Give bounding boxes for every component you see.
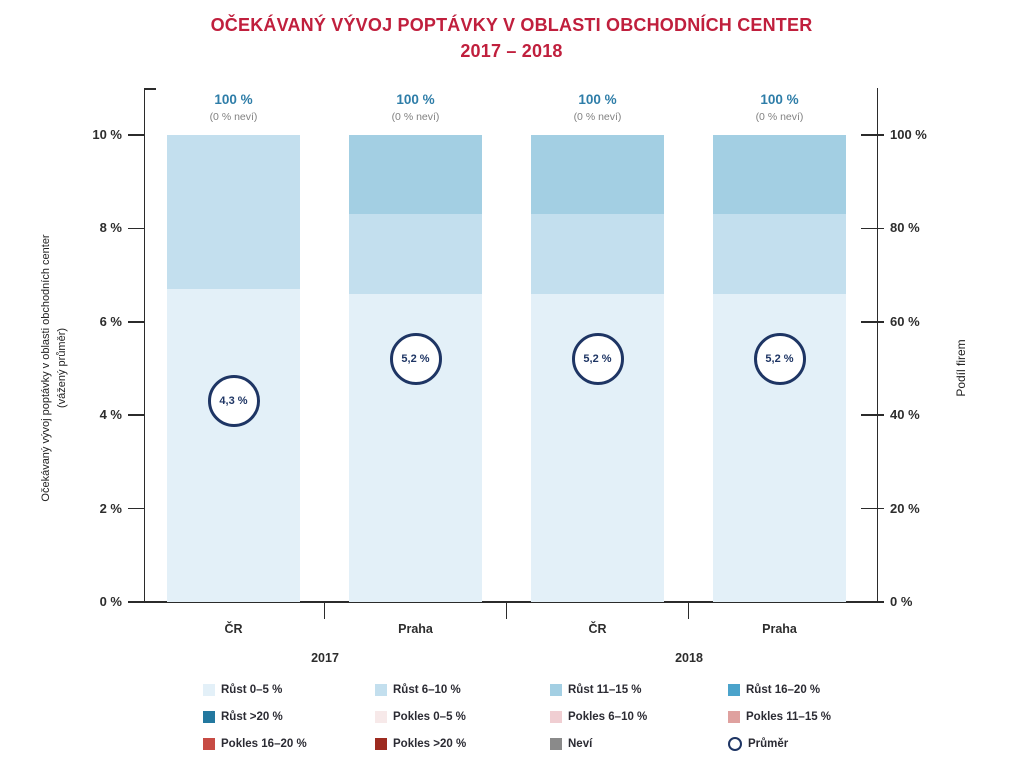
right-axis-tick [861, 321, 884, 323]
bar-segment-r-st-0-5 [167, 289, 300, 602]
group-label-2018: 2018 [675, 651, 703, 665]
bar-note-label: (0 % neví) [755, 111, 804, 123]
left-axis-tick [128, 507, 144, 510]
category-label: ČR [588, 622, 607, 636]
left-axis-tick-label: 2 % [99, 500, 122, 516]
category-label: Praha [762, 622, 797, 636]
bar-segment-r-st-6-10 [713, 214, 846, 294]
right-axis-tick [861, 601, 884, 603]
chart-title-line2: 2017 – 2018 [460, 41, 563, 62]
bar-segment-r-st-11-15 [713, 135, 846, 215]
right-axis-tick [861, 134, 884, 136]
legend-item-pokles-0-5: Pokles 0–5 % [375, 709, 466, 725]
legend-item-r-st-6-10: Růst 6–10 % [375, 682, 461, 698]
x-axis-divider-tick [323, 602, 326, 619]
category-label: Praha [398, 622, 433, 636]
left-axis-tick-label: 0 % [99, 594, 122, 609]
legend-label: Růst 0–5 % [221, 684, 283, 696]
category-label: ČR [224, 622, 243, 636]
legend-swatch-icon [375, 711, 387, 723]
legend-label: Neví [568, 738, 593, 750]
legend-swatch-icon [728, 684, 740, 696]
legend-label: Průměr [748, 738, 789, 750]
group-label-2017: 2017 [311, 651, 339, 665]
legend-label: Pokles >20 % [393, 738, 467, 750]
legend-swatch-icon [550, 711, 562, 723]
bar-total-label: 100 % [214, 92, 253, 107]
right-axis-line [876, 88, 879, 602]
legend-average-marker-icon [728, 737, 742, 751]
legend-swatch-icon [203, 711, 215, 723]
average-marker: 5,2 % [389, 333, 442, 386]
left-axis-tick-label: 10 % [92, 127, 122, 142]
bar-total-label: 100 % [760, 92, 799, 107]
legend-item-r-st-0-5: Růst 0–5 % [203, 682, 282, 698]
legend-swatch-icon [728, 711, 740, 723]
legend-label: Pokles 6–10 % [568, 711, 648, 723]
right-axis-tick-label: 100 % [890, 127, 927, 142]
left-axis-tick [128, 321, 144, 323]
left-axis-tick-label: 6 % [99, 313, 122, 329]
right-axis-tick-label: 20 % [890, 500, 920, 516]
legend-label: Růst 11–15 % [568, 684, 642, 696]
legend-swatch-icon [375, 684, 387, 696]
legend-label: Růst 6–10 % [393, 684, 461, 696]
average-marker: 4,3 % [207, 375, 260, 428]
chart-title: OČEKÁVANÝ VÝVOJ POPTÁVKY V OBLASTI OBCHO… [0, 12, 1023, 64]
legend-item-r-st-11-15: Růst 11–15 % [550, 682, 642, 698]
bottom-axis-line [143, 601, 879, 603]
left-axis-tick-label: 4 % [99, 407, 122, 423]
bar-note-label: (0 % neví) [391, 111, 440, 123]
bar-segment-r-st-11-15 [349, 135, 482, 215]
left-axis-tick-label: 8 % [99, 220, 122, 236]
legend-item-pokles-6-10: Pokles 6–10 % [550, 709, 647, 725]
legend-swatch-icon [550, 684, 562, 696]
legend-item-pokles-16-20: Pokles 16–20 % [203, 736, 307, 752]
right-axis-tick-label: 60 % [890, 313, 920, 329]
legend-label: Pokles 11–15 % [746, 711, 832, 723]
right-axis-tick-label: 40 % [890, 407, 920, 423]
left-axis-tick [128, 134, 144, 136]
bar-note-label: (0 % neví) [209, 111, 258, 123]
legend-swatch-icon [203, 738, 215, 750]
legend-swatch-icon [550, 738, 562, 750]
legend-item-nev: Neví [550, 736, 592, 752]
legend-swatch-icon [203, 684, 215, 696]
legend-label: Pokles 16–20 % [221, 738, 307, 750]
chart-title-line1: OČEKÁVANÝ VÝVOJ POPTÁVKY V OBLASTI OBCHO… [210, 15, 813, 35]
bar-note-label: (0 % neví) [573, 111, 622, 123]
left-axis-top-cap [143, 88, 156, 90]
right-axis-tick-label: 0 % [890, 594, 913, 609]
right-axis-tick [861, 227, 884, 230]
legend-item-r-st-gt20: Růst >20 % [203, 709, 283, 725]
bar-segment-r-st-11-15 [531, 135, 664, 215]
bar-segment-r-st-6-10 [531, 214, 664, 294]
legend-item-pokles-gt20: Pokles >20 % [375, 736, 466, 752]
left-axis-tick [128, 227, 144, 230]
right-axis-tick [861, 414, 884, 416]
average-marker: 5,2 % [571, 333, 624, 386]
bar-segment-r-st-6-10 [349, 214, 482, 294]
average-marker: 5,2 % [753, 333, 806, 386]
bar-total-label: 100 % [396, 92, 435, 107]
x-axis-divider-tick [687, 602, 690, 619]
bar-total-label: 100 % [578, 92, 617, 107]
left-axis-tick [128, 414, 144, 416]
legend-item-r-st-16-20: Růst 16–20 % [728, 682, 820, 698]
legend-label: Růst >20 % [221, 711, 283, 723]
legend-item-pr-m-r: Průměr [728, 736, 788, 752]
legend-item-pokles-11-15: Pokles 11–15 % [728, 709, 831, 725]
x-axis-divider-tick [505, 602, 508, 619]
left-axis-tick [128, 601, 144, 603]
legend-label: Pokles 0–5 % [393, 711, 466, 723]
legend-swatch-icon [375, 738, 387, 750]
right-axis-tick-label: 80 % [890, 220, 920, 236]
right-axis-tick [861, 507, 884, 510]
left-axis-line [143, 88, 146, 602]
bar-segment-r-st-6-10 [167, 135, 300, 290]
legend-label: Růst 16–20 % [746, 684, 821, 696]
